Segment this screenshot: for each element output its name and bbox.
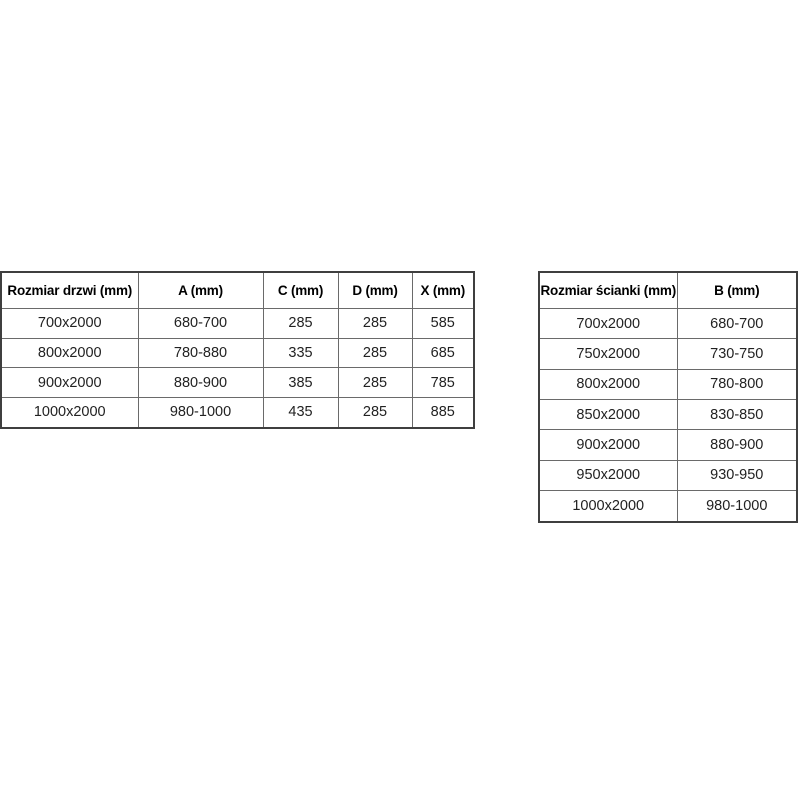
table-cell: 900x2000 [0, 367, 139, 398]
table-cell: 700x2000 [538, 307, 678, 340]
table-row: 1000x2000 980-1000 435 285 885 [0, 396, 475, 429]
table-cell: 850x2000 [538, 399, 678, 431]
table-cell: 1000x2000 [0, 396, 139, 429]
wall-col-header-size: Rozmiar ścianki (mm) [538, 271, 678, 309]
table-cell: 680-700 [137, 308, 264, 339]
table-cell: 680-700 [676, 307, 798, 340]
table-cell: 980-1000 [137, 396, 264, 429]
wall-col-header-b: B (mm) [676, 271, 798, 309]
table-cell: 780-880 [137, 337, 264, 369]
table-cell: 285 [337, 396, 413, 429]
door-size-table: Rozmiar drzwi (mm) A (mm) C (mm) D (mm) … [0, 271, 475, 429]
table-cell: 880-900 [137, 367, 264, 398]
table-cell: 435 [262, 396, 339, 429]
table-cell: 930-950 [676, 459, 798, 492]
wall-size-table: Rozmiar ścianki (mm) B (mm) 700x2000 680-… [538, 271, 798, 523]
table-row: 700x2000 680-700 285 285 585 [0, 308, 475, 339]
table-cell: 830-850 [676, 399, 798, 431]
table-row: 750x2000 730-750 [538, 338, 798, 370]
table-cell: 900x2000 [538, 429, 678, 461]
table-cell: 730-750 [676, 338, 798, 370]
table-cell: 585 [411, 308, 475, 339]
table-row: 700x2000 680-700 [538, 307, 798, 340]
wall-table-header-row: Rozmiar ścianki (mm) B (mm) [538, 271, 798, 309]
table-cell: 980-1000 [676, 490, 798, 523]
door-col-header-x: X (mm) [411, 271, 475, 309]
table-cell: 885 [411, 396, 475, 429]
table-cell: 750x2000 [538, 338, 678, 370]
table-cell: 1000x2000 [538, 490, 678, 523]
table-row: 950x2000 930-950 [538, 459, 798, 492]
table-cell: 785 [411, 367, 475, 398]
door-col-header-d: D (mm) [337, 271, 413, 309]
table-cell: 700x2000 [0, 308, 139, 339]
table-cell: 385 [262, 367, 339, 398]
table-cell: 880-900 [676, 429, 798, 461]
table-row: 850x2000 830-850 [538, 399, 798, 431]
table-cell: 800x2000 [0, 337, 139, 369]
table-cell: 335 [262, 337, 339, 369]
table-cell: 780-800 [676, 368, 798, 401]
door-col-header-c: C (mm) [262, 271, 339, 309]
table-row: 900x2000 880-900 [538, 429, 798, 461]
table-row: 800x2000 780-880 335 285 685 [0, 337, 475, 369]
door-table-header-row: Rozmiar drzwi (mm) A (mm) C (mm) D (mm) … [0, 271, 475, 309]
table-row: 1000x2000 980-1000 [538, 490, 798, 523]
door-col-header-a: A (mm) [137, 271, 264, 309]
table-row: 900x2000 880-900 385 285 785 [0, 367, 475, 398]
table-cell: 285 [337, 308, 413, 339]
table-row: 800x2000 780-800 [538, 368, 798, 401]
door-col-header-size: Rozmiar drzwi (mm) [0, 271, 139, 309]
table-cell: 800x2000 [538, 368, 678, 401]
table-cell: 285 [262, 308, 339, 339]
table-cell: 285 [337, 367, 413, 398]
table-cell: 950x2000 [538, 459, 678, 492]
table-cell: 685 [411, 337, 475, 369]
table-cell: 285 [337, 337, 413, 369]
